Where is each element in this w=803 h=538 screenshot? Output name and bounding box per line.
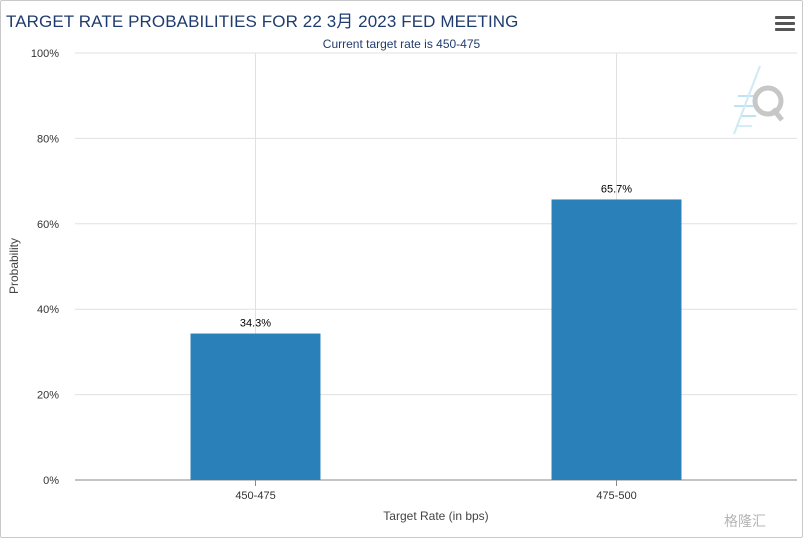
y-axis-title: Probability — [7, 238, 21, 294]
y-tick-label: 40% — [37, 304, 59, 316]
hamburger-menu-icon[interactable] — [775, 16, 795, 34]
menu-line — [775, 28, 795, 31]
x-tick-label: 450-475 — [235, 490, 275, 502]
x-axis-title: Target Rate (in bps) — [383, 509, 488, 523]
y-tick-label: 80% — [37, 133, 59, 145]
data-label: 65.7% — [601, 183, 632, 195]
data-label: 34.3% — [240, 318, 271, 330]
menu-line — [775, 16, 795, 19]
y-tick-label: 100% — [31, 48, 59, 60]
y-tick-label: 0% — [43, 475, 59, 487]
data-labels: 34.3% 65.7% — [240, 183, 632, 329]
x-tick-label: 475-500 — [596, 490, 636, 502]
y-axis-ticks: 0% 20% 40% 60% 80% 100% — [31, 48, 59, 487]
bar — [190, 333, 321, 480]
bar — [551, 199, 682, 480]
x-axis-ticks: 450-475 475-500 — [235, 480, 637, 502]
y-tick-label: 20% — [37, 390, 59, 402]
q-logo-icon — [733, 65, 784, 135]
watermark-logo: 格隆汇 — [724, 513, 766, 529]
menu-line — [775, 22, 795, 25]
y-tick-label: 60% — [37, 219, 59, 231]
horizontal-gridlines — [75, 52, 797, 396]
bars — [190, 199, 682, 480]
chart-title: TARGET RATE PROBABILITIES FOR 22 3月 2023… — [6, 12, 519, 31]
chart-subtitle: Current target rate is 450-475 — [322, 37, 481, 51]
